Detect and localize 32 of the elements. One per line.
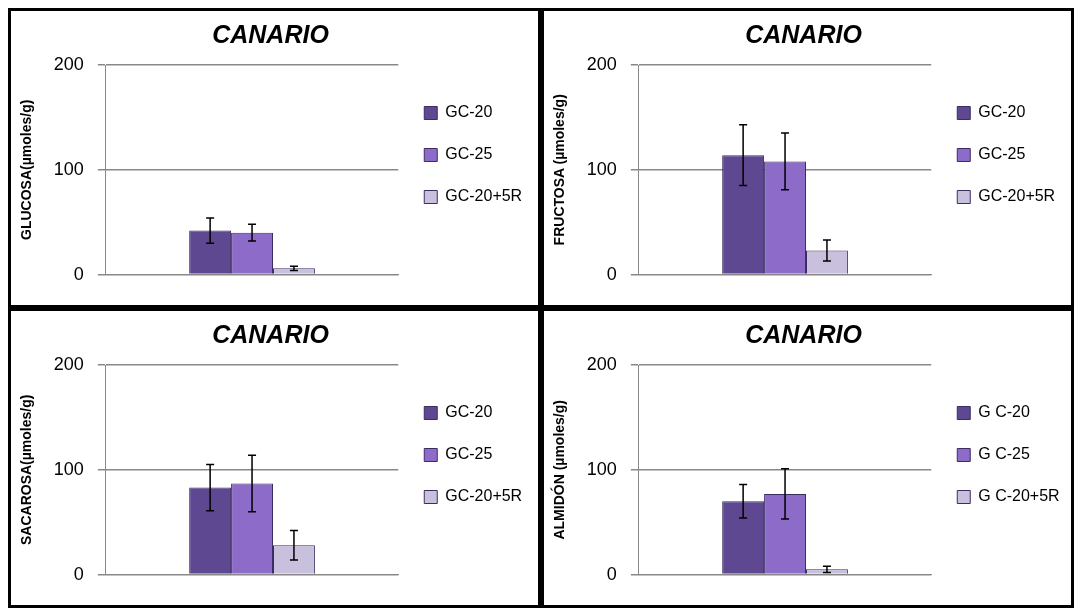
y-axis-title: SACAROSA(µmoles/g) xyxy=(18,394,35,546)
legend-label: GC-20+5R xyxy=(445,187,523,205)
chart-title: CANARIO xyxy=(212,19,330,48)
y-tick-label: 200 xyxy=(53,53,84,74)
legend-label: GC-25 xyxy=(445,445,493,463)
legend-label: GC-20 xyxy=(978,103,1026,121)
chart-title: CANARIO xyxy=(212,319,330,348)
chart-title: CANARIO xyxy=(745,319,863,348)
y-tick-label: 200 xyxy=(586,53,617,74)
y-tick-label: 200 xyxy=(586,353,617,374)
legend-label: GC-20 xyxy=(445,103,493,121)
legend-label: GC-20+5R xyxy=(978,187,1056,205)
chart-title: CANARIO xyxy=(745,19,863,48)
y-tick-label: 100 xyxy=(586,158,617,179)
legend-label: GC-25 xyxy=(978,145,1026,163)
y-tick-label: 200 xyxy=(53,353,84,374)
legend-label: G C-25 xyxy=(978,445,1030,463)
y-axis-title: ALMIDÓN (µmoles/g) xyxy=(550,400,568,540)
y-axis-title: GLUCOSA(µmoles/g) xyxy=(18,99,35,240)
y-axis-title: FRUCTOSA (µmoles/g) xyxy=(551,94,568,246)
legend-label: GC-20 xyxy=(445,403,493,421)
legend-label: GC-25 xyxy=(445,145,493,163)
y-tick-label: 0 xyxy=(73,263,84,284)
legend-label: G C-20 xyxy=(978,403,1030,421)
legend-label: G C-20+5R xyxy=(978,487,1060,505)
y-tick-label: 0 xyxy=(606,563,617,584)
y-tick-label: 100 xyxy=(53,158,84,179)
y-tick-label: 100 xyxy=(586,458,617,479)
y-tick-label: 0 xyxy=(606,263,617,284)
y-tick-label: 100 xyxy=(53,458,84,479)
legend-label: GC-20+5R xyxy=(445,487,523,505)
y-tick-label: 0 xyxy=(73,563,84,584)
